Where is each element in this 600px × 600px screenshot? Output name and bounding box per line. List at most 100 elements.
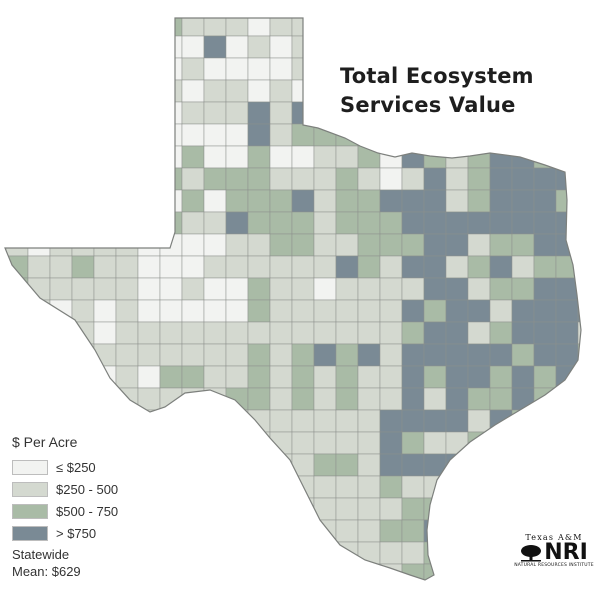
county-cell xyxy=(511,431,535,455)
county-cell xyxy=(445,277,469,301)
county-cell xyxy=(159,387,183,411)
county-cell xyxy=(137,541,161,565)
county-cell xyxy=(423,365,447,389)
legend: $ Per Acre ≤ $250 $250 - 500 $500 - 750 … xyxy=(12,434,118,544)
county-cell xyxy=(27,57,51,81)
county-cell xyxy=(577,211,581,235)
county-cell xyxy=(49,35,73,59)
county-cell xyxy=(181,497,205,521)
county-cell xyxy=(71,167,95,191)
county-cell xyxy=(5,167,29,191)
county-cell xyxy=(247,18,271,37)
county-cell xyxy=(379,18,403,37)
county-cell xyxy=(137,321,161,345)
county-cell xyxy=(27,123,51,147)
county-cell xyxy=(423,35,447,59)
county-cell xyxy=(357,321,381,345)
county-cell xyxy=(203,299,227,323)
county-cell xyxy=(423,211,447,235)
county-cell xyxy=(226,586,248,600)
county-cell xyxy=(533,431,557,455)
county-cell xyxy=(313,145,337,169)
county-cell xyxy=(577,101,581,125)
county-cell xyxy=(5,123,29,147)
county-cell xyxy=(423,453,447,477)
county-cell xyxy=(379,497,403,521)
county-cell xyxy=(137,101,161,125)
county-cell xyxy=(423,321,447,345)
county-cell xyxy=(49,79,73,103)
county-cell xyxy=(335,563,359,580)
county-cell xyxy=(138,586,160,600)
county-cell xyxy=(181,35,205,59)
county-cell xyxy=(379,409,403,433)
county-cell xyxy=(291,387,315,411)
county-cell xyxy=(71,35,95,59)
county-cell xyxy=(577,387,581,411)
county-cell xyxy=(489,541,513,565)
county-cell xyxy=(27,321,51,345)
county-cell xyxy=(357,123,381,147)
legend-item-1: ≤ $250 xyxy=(12,456,118,478)
county-cell xyxy=(115,497,139,521)
county-cell xyxy=(357,563,381,580)
county-cell xyxy=(489,365,513,389)
county-cell xyxy=(269,409,293,433)
county-cell xyxy=(27,79,51,103)
county-cell xyxy=(115,563,139,580)
county-cell xyxy=(247,189,271,213)
county-cell xyxy=(379,519,403,543)
county-cell xyxy=(159,431,183,455)
county-cell xyxy=(555,387,579,411)
county-cell xyxy=(379,343,403,367)
county-cell xyxy=(203,563,227,580)
county-cell xyxy=(423,123,447,147)
county-cell xyxy=(71,101,95,125)
county-cell xyxy=(533,497,557,521)
county-cell xyxy=(49,101,73,125)
county-cell xyxy=(27,365,51,389)
county-cell xyxy=(159,167,183,191)
county-cell xyxy=(181,189,205,213)
county-cell xyxy=(203,255,227,279)
legend-label-4: > $750 xyxy=(56,525,97,541)
county-cell xyxy=(313,365,337,389)
county-cell xyxy=(115,321,139,345)
county-cell xyxy=(335,255,359,279)
county-cell xyxy=(313,453,337,477)
county-cell xyxy=(335,145,359,169)
county-cell xyxy=(533,79,557,103)
county-cell xyxy=(181,343,205,367)
county-cell xyxy=(402,586,424,600)
county-cell xyxy=(533,189,557,213)
county-cell xyxy=(159,519,183,543)
county-cell xyxy=(225,57,249,81)
county-cell xyxy=(203,189,227,213)
county-cell xyxy=(401,431,425,455)
county-cell xyxy=(335,18,359,37)
county-cell xyxy=(379,453,403,477)
county-cell xyxy=(49,409,73,433)
county-cell xyxy=(71,233,95,257)
county-cell xyxy=(313,431,337,455)
county-cell xyxy=(203,387,227,411)
county-cell xyxy=(159,145,183,169)
statewide-label: Statewide xyxy=(12,547,70,562)
county-cell xyxy=(247,299,271,323)
county-cell xyxy=(511,277,535,301)
county-cell xyxy=(248,586,270,600)
county-cell xyxy=(489,211,513,235)
county-cell xyxy=(5,79,29,103)
county-cell xyxy=(313,343,337,367)
county-cell xyxy=(181,18,205,37)
county-cell xyxy=(577,299,581,323)
county-cell xyxy=(577,189,581,213)
county-cell xyxy=(291,211,315,235)
county-cell xyxy=(533,167,557,191)
county-cell xyxy=(291,365,315,389)
county-cell xyxy=(159,101,183,125)
county-cell xyxy=(225,475,249,499)
county-cell xyxy=(577,365,581,389)
county-cell xyxy=(555,79,579,103)
county-cell xyxy=(533,277,557,301)
